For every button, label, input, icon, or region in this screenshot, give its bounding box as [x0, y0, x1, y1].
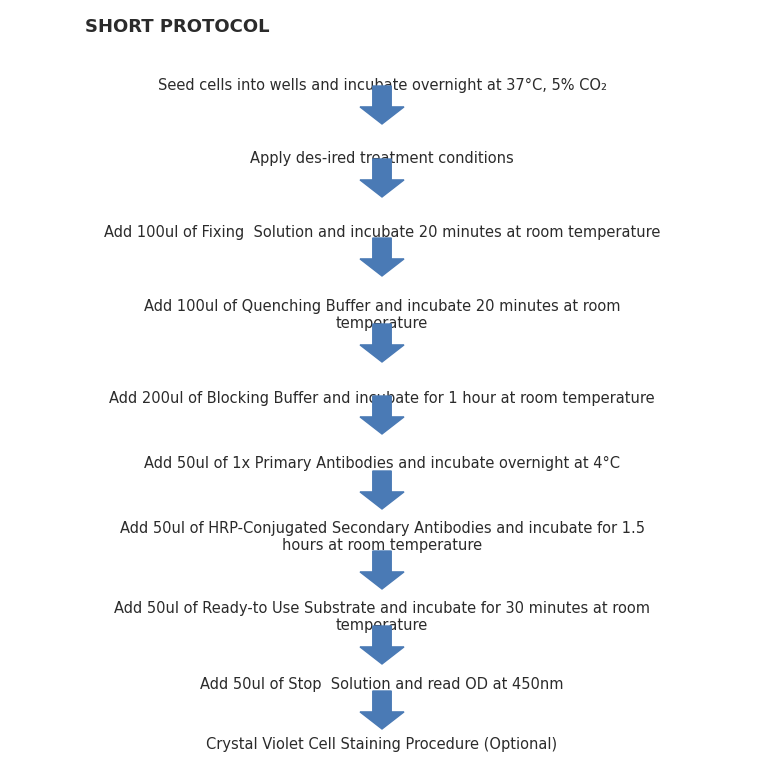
Polygon shape [360, 691, 404, 729]
Text: Add 100ul of Quenching Buffer and incubate 20 minutes at room
temperature: Add 100ul of Quenching Buffer and incuba… [144, 299, 620, 332]
Text: Add 200ul of Blocking Buffer and incubate for 1 hour at room temperature: Add 200ul of Blocking Buffer and incubat… [109, 390, 655, 406]
Polygon shape [360, 238, 404, 276]
Text: Add 50ul of 1x Primary Antibodies and incubate overnight at 4°C: Add 50ul of 1x Primary Antibodies and in… [144, 455, 620, 471]
Text: Apply des­ired treatment conditions: Apply des­ired treatment conditions [250, 151, 514, 166]
Text: Add 100ul of Fixing  Solution and incubate 20 minutes at room temperature: Add 100ul of Fixing Solution and incubat… [104, 225, 660, 241]
Text: Seed cells into wells and incubate overnight at 37°C, 5% CO₂: Seed cells into wells and incubate overn… [157, 77, 607, 92]
Polygon shape [360, 551, 404, 589]
Text: Add 50ul of Ready-to Use Substrate and incubate for 30 minutes at room
temperatu: Add 50ul of Ready-to Use Substrate and i… [114, 601, 650, 633]
Text: Add 50ul of Stop  Solution and read OD at 450nm: Add 50ul of Stop Solution and read OD at… [200, 678, 564, 692]
Text: SHORT PROTOCOL: SHORT PROTOCOL [85, 18, 270, 36]
Polygon shape [360, 324, 404, 362]
Text: Add 50ul of HRP-Conjugated Secondary Antibodies and incubate for 1.5
hours at ro: Add 50ul of HRP-Conjugated Secondary Ant… [119, 521, 645, 553]
Polygon shape [360, 159, 404, 197]
Text: Crystal Violet Cell Staining Procedure (Optional): Crystal Violet Cell Staining Procedure (… [206, 737, 558, 753]
Polygon shape [360, 396, 404, 434]
Polygon shape [360, 86, 404, 124]
Polygon shape [360, 626, 404, 664]
Polygon shape [360, 471, 404, 509]
